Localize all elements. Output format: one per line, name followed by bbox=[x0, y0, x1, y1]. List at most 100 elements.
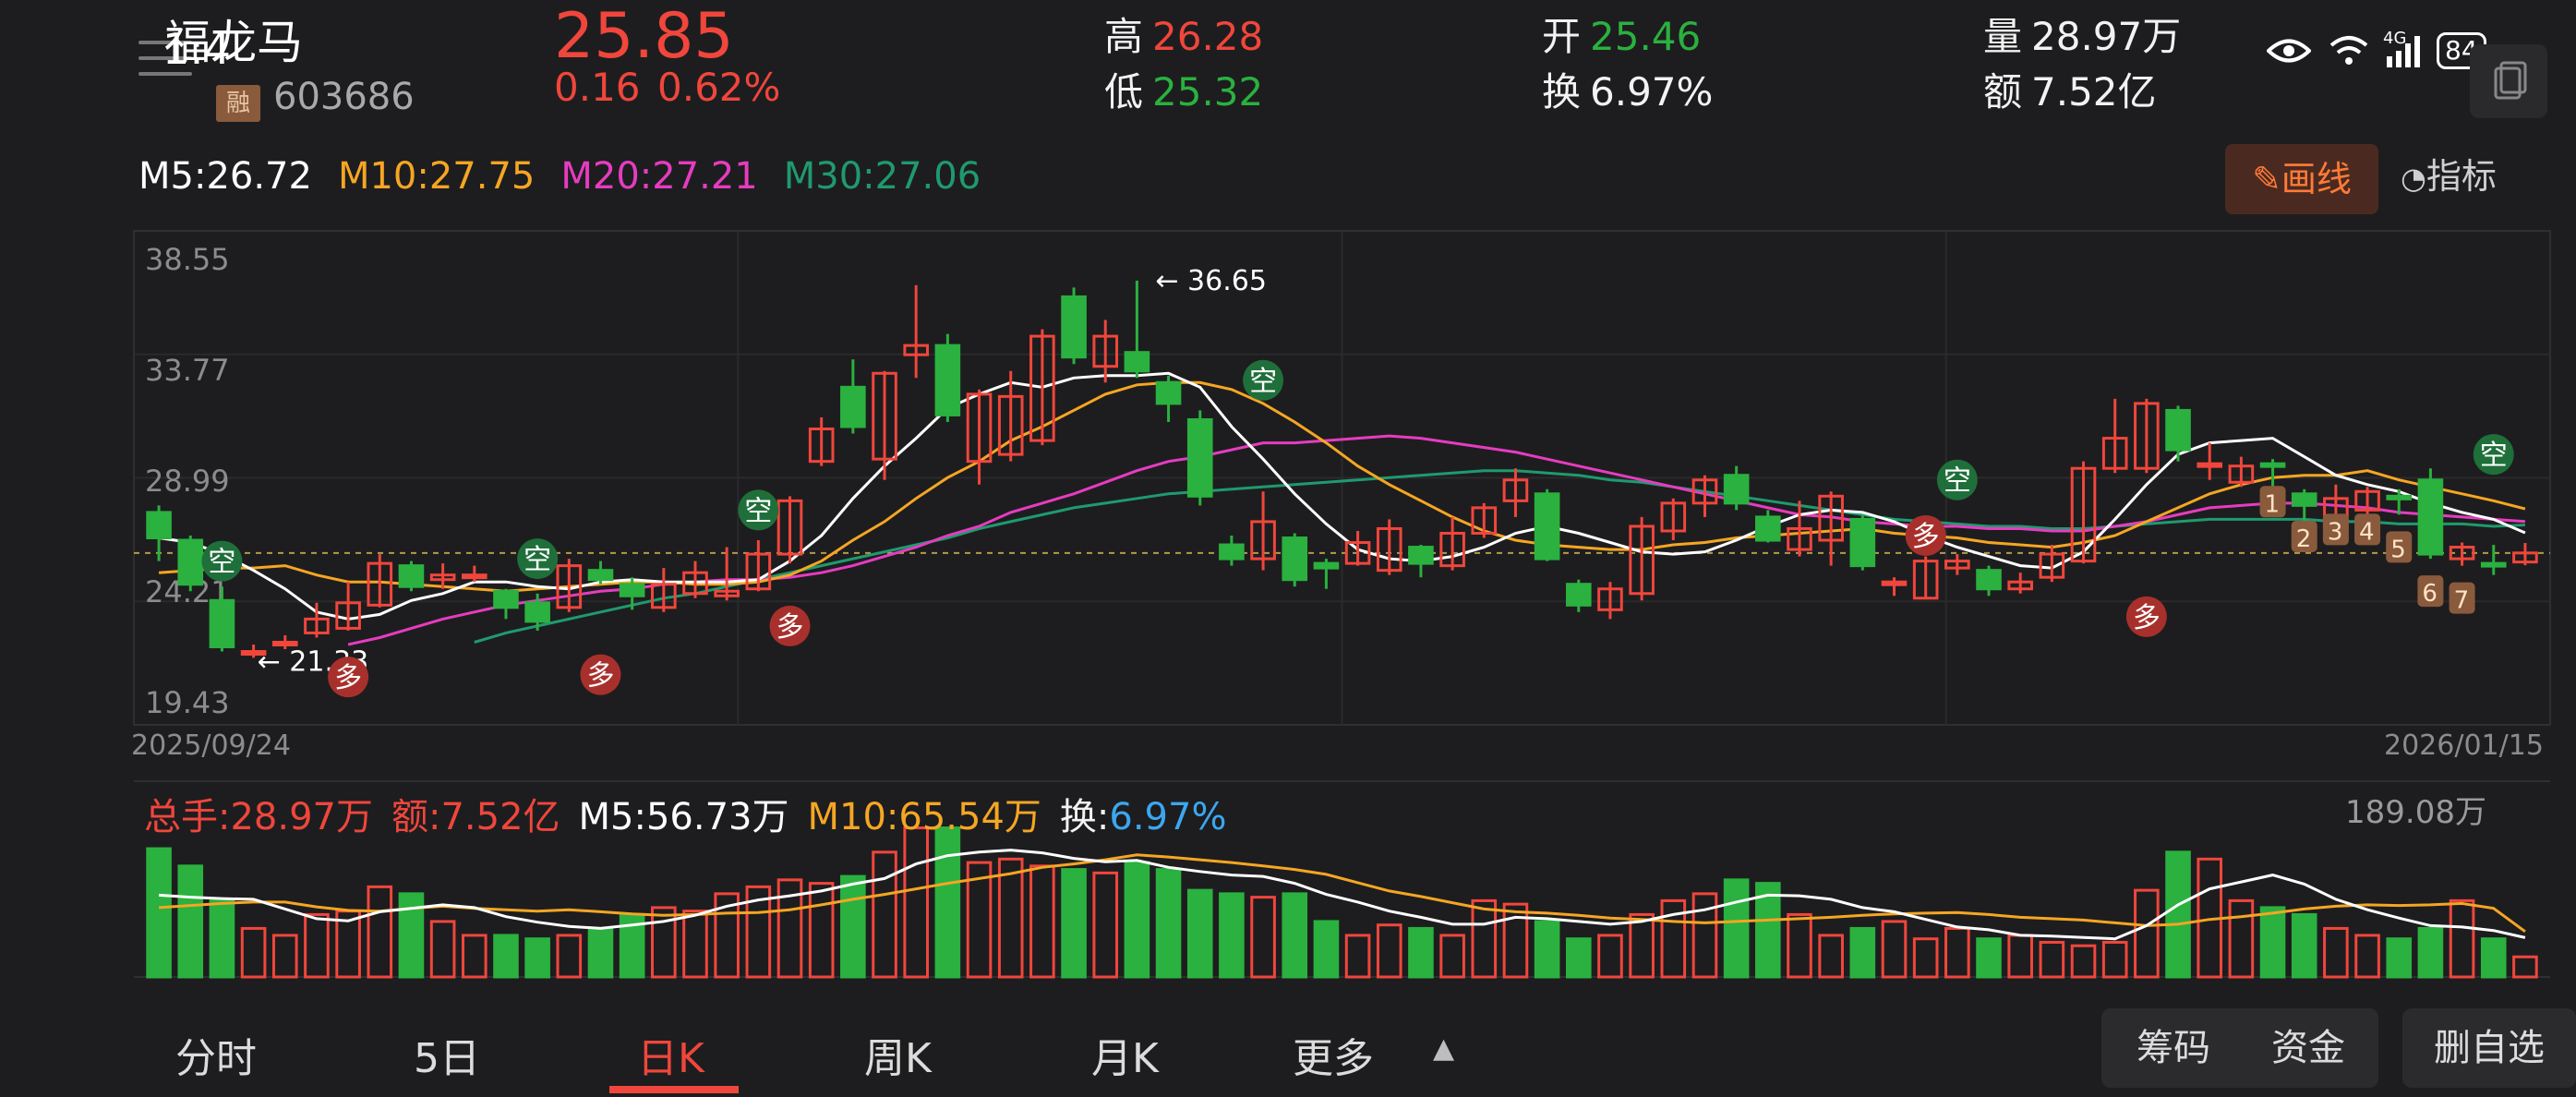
volume-bar bbox=[2134, 888, 2160, 979]
tab-5day[interactable]: 5日 bbox=[414, 1035, 480, 1082]
open-stat: 开 25.46 bbox=[1542, 14, 1702, 59]
candle-body bbox=[1502, 478, 1529, 502]
volume-bar bbox=[1376, 923, 1402, 979]
candle-body bbox=[1282, 536, 1308, 582]
candle-body bbox=[2449, 546, 2475, 561]
candle-body bbox=[2354, 489, 2380, 512]
volume-bar bbox=[367, 885, 393, 979]
candle-body bbox=[1944, 560, 1970, 570]
candle-body bbox=[367, 561, 393, 607]
candle-body bbox=[651, 583, 677, 609]
volume-bar bbox=[1250, 896, 1276, 979]
gauge-icon: ◔ bbox=[2401, 161, 2426, 196]
candle-body bbox=[2197, 462, 2223, 468]
candle-body bbox=[461, 573, 488, 580]
y-tick-label: 38.55 bbox=[145, 242, 230, 277]
candle-body bbox=[1881, 580, 1908, 586]
date-end: 2026/01/15 bbox=[2384, 729, 2544, 762]
volume-bar bbox=[2039, 940, 2065, 979]
candle-body bbox=[240, 650, 267, 657]
candle-body bbox=[966, 392, 993, 464]
menu-icon[interactable] bbox=[138, 41, 192, 81]
short-signal-marker bbox=[517, 538, 559, 580]
nine-turn-label: 5 bbox=[2390, 536, 2406, 563]
volume-bar bbox=[146, 847, 172, 979]
candle-body bbox=[2386, 494, 2413, 500]
ma5-line bbox=[158, 371, 2526, 621]
draw-line-button[interactable]: ✎画线 bbox=[2225, 144, 2378, 214]
volume-bar bbox=[997, 857, 1024, 979]
volume-bar bbox=[1471, 898, 1498, 979]
total-volume-label: 总手:28.97万 bbox=[144, 796, 373, 838]
candle-body bbox=[1313, 561, 1340, 570]
indicator-button[interactable]: ◔指标 bbox=[2401, 148, 2497, 199]
current-price: 25.85 bbox=[554, 0, 734, 73]
candle-body bbox=[1061, 295, 1087, 359]
candle-body bbox=[1565, 583, 1592, 607]
volume-bar bbox=[556, 934, 583, 979]
volume-bar bbox=[1061, 868, 1087, 979]
volume-bar bbox=[1313, 920, 1340, 979]
tab-monthly-k[interactable]: 月K bbox=[1091, 1035, 1159, 1082]
tab-daily-k[interactable]: 日K bbox=[637, 1035, 704, 1082]
signal-marker-label: 空 bbox=[1249, 366, 1277, 398]
price-change-pct: 0.62% bbox=[657, 65, 781, 110]
volume-bar bbox=[209, 898, 235, 979]
volume-bar bbox=[745, 885, 772, 979]
signal-marker-label: 多 bbox=[586, 660, 614, 693]
volume-bar bbox=[2259, 906, 2286, 979]
volume-bar bbox=[304, 912, 330, 979]
copy-button[interactable] bbox=[2470, 44, 2547, 118]
volume-bar bbox=[2291, 912, 2317, 979]
volume-bar bbox=[1155, 868, 1182, 979]
remove-watchlist-button[interactable]: 删自选 bbox=[2402, 1008, 2576, 1088]
volume-bar bbox=[1944, 926, 1970, 979]
volume-bar bbox=[1439, 934, 1465, 979]
signal-marker-label: 多 bbox=[2133, 602, 2161, 634]
candle-body bbox=[1471, 506, 1498, 535]
volume-legend: 总手:28.97万 额:7.52亿 M5:56.73万 M10:65.54万 换… bbox=[144, 787, 1226, 840]
candle-body bbox=[1092, 334, 1119, 368]
volume-stat: 量 28.97万 bbox=[1983, 14, 2182, 59]
signal-marker-label: 空 bbox=[2480, 440, 2508, 472]
candle-body bbox=[682, 571, 708, 596]
candle-body bbox=[1723, 474, 1750, 505]
date-start: 2025/09/24 bbox=[131, 729, 291, 762]
chips-button[interactable]: 筹码 bbox=[2137, 1027, 2210, 1069]
tab-intraday[interactable]: 分时 bbox=[175, 1035, 257, 1082]
nine-turn-badge bbox=[2291, 520, 2317, 552]
candle-body bbox=[146, 511, 172, 540]
signal-icon: 4G bbox=[2383, 29, 2420, 67]
volume-bar bbox=[2480, 937, 2507, 979]
amount-volume-label: 额:7.52亿 bbox=[391, 796, 560, 838]
candle-body bbox=[177, 538, 204, 586]
funds-button[interactable]: 资金 bbox=[2271, 1027, 2345, 1069]
volume-bar bbox=[1976, 937, 2002, 979]
nine-turn-badge bbox=[2386, 531, 2413, 563]
volume-bar bbox=[2165, 850, 2191, 979]
volume-bar bbox=[651, 906, 677, 979]
candle-body bbox=[2039, 552, 2065, 579]
y-tick-label: 28.99 bbox=[145, 464, 230, 499]
caret-up-icon[interactable]: ▲ bbox=[1433, 1032, 1455, 1065]
nine-turn-badge bbox=[2417, 575, 2444, 608]
overlay-text: 1:4 bbox=[163, 24, 232, 74]
tab-weekly-k[interactable]: 周K bbox=[864, 1035, 932, 1082]
candle-body bbox=[1376, 526, 1402, 573]
copy-icon bbox=[2494, 61, 2527, 100]
ma30-line bbox=[474, 469, 2525, 644]
candle-body bbox=[493, 589, 519, 609]
volume-bar bbox=[2323, 926, 2349, 979]
signal-marker-label: 多 bbox=[776, 611, 804, 644]
tab-more[interactable]: 更多 bbox=[1293, 1035, 1374, 1082]
ma20-label: M20:27.21 bbox=[560, 155, 758, 198]
candle-body bbox=[1818, 494, 1844, 542]
candle-body bbox=[429, 573, 456, 582]
high-stat: 高 26.28 bbox=[1104, 14, 1264, 59]
volume-bar bbox=[429, 920, 456, 979]
candle-body bbox=[2070, 466, 2097, 563]
volume-bar bbox=[271, 934, 298, 979]
candle-body bbox=[2134, 402, 2160, 470]
volume-bar bbox=[1629, 912, 1655, 979]
